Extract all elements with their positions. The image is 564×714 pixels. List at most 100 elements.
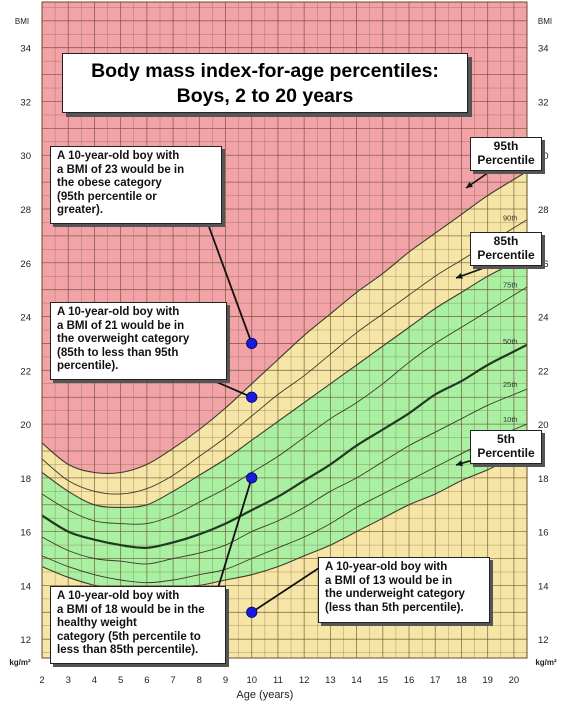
chart-title-line-2: Boys, 2 to 20 years [176, 85, 354, 107]
callout-obese-line: a BMI of 23 would be in [57, 163, 185, 176]
y-tick-label-left: 26 [20, 259, 31, 270]
percentile-box-95th-line: 95th [493, 139, 519, 153]
percentile-curve-95th [41, 170, 528, 475]
leader-underweight [251, 565, 323, 614]
percentile-box-85th-line: Percentile [477, 248, 535, 262]
callout-healthy-line: A 10-year-old boy with [57, 590, 180, 602]
curve-label-90th: 90th [503, 213, 518, 222]
percentile-box-95th: 95th Percentile [470, 137, 542, 171]
x-tick-label: 3 [66, 675, 71, 686]
leader-overweight [211, 379, 253, 399]
callout-underweight-line: the underweight category [325, 588, 465, 601]
chart-title: Body mass index-for-age percentiles: Boy… [62, 53, 468, 113]
y-unit-label-right: kg/m² [535, 658, 557, 667]
x-tick-label: 2 [39, 675, 44, 686]
y-unit-label-left: kg/m² [9, 658, 31, 667]
callout-overweight-line: (85th to less than 95th [57, 346, 179, 359]
zone-overweight [42, 171, 527, 508]
y-axis-label-right: BMI [538, 17, 552, 26]
example-point-3 [246, 472, 258, 484]
y-tick-label-left: 14 [20, 581, 31, 592]
y-tick-label-left: 30 [20, 151, 31, 162]
y-tick-label-right: 14 [538, 581, 549, 592]
callout-underweight-line: a BMI of 13 would be in [325, 574, 453, 587]
x-tick-label: 19 [482, 675, 493, 686]
percentile-curve-10th [41, 423, 528, 584]
callout-obese-line: greater). [57, 204, 104, 217]
chart-title-line-1: Body mass index-for-age percentiles: [91, 60, 439, 82]
x-tick-label: 11 [273, 675, 283, 686]
x-axis-label: Age (years) [236, 689, 293, 701]
example-point-4 [246, 606, 258, 618]
callout-overweight-line: A 10-year-old boy with [57, 306, 180, 318]
y-tick-label-right: 34 [538, 44, 549, 55]
y-tick-label-left: 12 [20, 635, 31, 646]
y-tick-label-left: 34 [20, 44, 31, 55]
percentile-box-5th-line: Percentile [477, 446, 535, 460]
callout-obese-line: A 10-year-old boy with [57, 150, 180, 162]
y-tick-label-right: 20 [538, 420, 549, 431]
callout-healthy-line: healthy weight [57, 617, 137, 630]
percentile-box-85th: 85th Percentile [470, 232, 542, 266]
callout-underweight: A 10-year-old boy with a BMI of 13 would… [318, 557, 490, 623]
callout-overweight-line: percentile). [57, 360, 119, 373]
x-tick-label: 8 [197, 675, 202, 686]
percentile-box-95th-line: Percentile [477, 153, 535, 167]
callout-obese-line: (95th percentile or [57, 190, 157, 203]
callout-overweight-line: the overweight category [57, 333, 190, 346]
y-tick-label-right: 24 [538, 313, 549, 324]
example-point-2 [246, 391, 258, 403]
x-tick-label: 7 [170, 675, 175, 686]
arrow-85th-head [456, 272, 463, 279]
leader-healthy [217, 477, 253, 589]
callout-healthy-line: category (5th percentile to [57, 630, 201, 643]
callout-healthy: A 10-year-old boy with a BMI of 18 would… [50, 586, 226, 664]
y-tick-label-left: 16 [20, 528, 31, 539]
curve-label-50th: 50th [503, 337, 518, 346]
y-tick-label-right: 28 [538, 205, 549, 216]
percentile-curve-85th [41, 255, 528, 508]
y-tick-label-left: 18 [20, 474, 31, 485]
y-tick-label-right: 16 [538, 528, 549, 539]
x-tick-label: 15 [378, 675, 389, 686]
arrow-95th-head [466, 181, 473, 188]
callout-underweight-line: A 10-year-old boy with [325, 561, 448, 573]
percentile-curve-75th [41, 286, 528, 525]
y-tick-label-left: 28 [20, 205, 31, 216]
percentile-curve-50th [41, 343, 528, 549]
x-tick-label: 18 [456, 675, 467, 686]
y-tick-label-left: 22 [20, 366, 31, 377]
x-tick-label: 20 [509, 675, 520, 686]
x-tick-label: 12 [299, 675, 310, 686]
y-tick-label-right: 18 [538, 474, 549, 485]
percentile-box-5th-line: 5th [497, 432, 515, 446]
y-tick-label-right: 22 [538, 366, 549, 377]
y-tick-label-right: 30 [538, 151, 549, 162]
x-tick-label: 17 [430, 675, 441, 686]
y-tick-label-right: 26 [538, 259, 549, 270]
percentile-box-5th: 5th Percentile [470, 430, 542, 464]
callout-overweight-line: a BMI of 21 would be in [57, 319, 185, 332]
percentile-curve-25th [41, 388, 528, 565]
callout-overweight: A 10-year-old boy with a BMI of 21 would… [50, 302, 227, 380]
x-tick-label: 14 [351, 675, 362, 686]
percentile-box-85th-line: 85th [493, 234, 519, 248]
x-tick-label: 5 [118, 675, 123, 686]
y-tick-label-left: 20 [20, 420, 31, 431]
y-tick-label-left: 32 [20, 97, 31, 108]
callout-healthy-line: less than 85th percentile). [57, 644, 199, 657]
y-tick-label-right: 32 [538, 97, 549, 108]
curve-label-25th: 25th [503, 380, 518, 389]
callout-obese: A 10-year-old boy with a BMI of 23 would… [50, 146, 222, 224]
callout-obese-line: the obese category [57, 177, 162, 190]
y-tick-label-left: 24 [20, 313, 31, 324]
curve-label-10th: 10th [503, 415, 518, 424]
x-tick-label: 13 [325, 675, 336, 686]
arrow-5th-head [456, 460, 463, 467]
x-tick-label: 10 [246, 675, 257, 686]
curve-label-75th: 75th [503, 281, 518, 290]
callout-underweight-line: (less than 5th percentile). [325, 601, 464, 614]
callout-healthy-line: a BMI of 18 would be in the [57, 603, 205, 616]
y-axis-label-left: BMI [15, 17, 29, 26]
